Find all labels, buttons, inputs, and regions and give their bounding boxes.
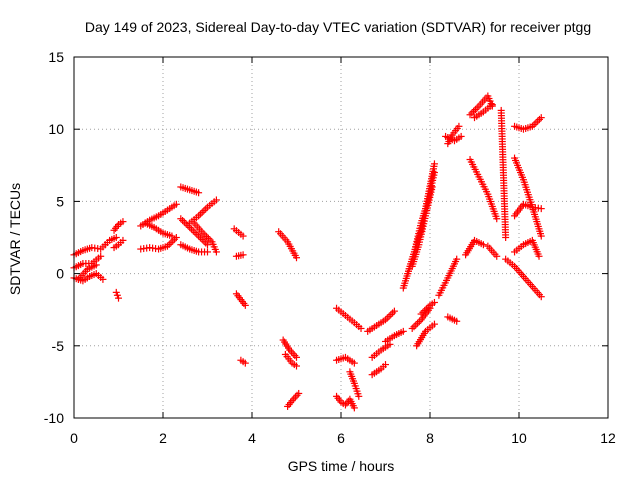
data-point	[212, 196, 220, 204]
data-point	[196, 210, 204, 218]
data-point	[382, 361, 389, 369]
data-point	[200, 207, 208, 215]
data-point	[355, 392, 363, 400]
data-point	[99, 275, 107, 283]
data-point	[457, 132, 465, 140]
data-point	[455, 122, 463, 130]
data-point	[172, 200, 180, 208]
data-point	[115, 294, 122, 302]
data-point	[493, 215, 501, 223]
data-point	[293, 362, 300, 370]
data-point	[241, 301, 249, 309]
x-tick-label: 6	[337, 430, 345, 446]
data-point	[112, 234, 120, 241]
data-point	[535, 115, 543, 123]
data-point	[502, 234, 510, 241]
axis-ticks: 0 2 4 6 8 10 12 -10 -5 0 5 10 15	[44, 49, 616, 446]
data-point	[187, 225, 195, 233]
chart-title: Day 149 of 2023, Sidereal Day-to-day VTE…	[85, 19, 591, 35]
data-point	[169, 237, 177, 245]
data-point	[195, 189, 203, 197]
data-point	[424, 303, 432, 311]
data-point	[239, 232, 247, 240]
data-point	[430, 298, 438, 306]
data-point	[293, 353, 300, 361]
data-point	[383, 314, 391, 322]
data-point	[180, 218, 188, 226]
x-axis-label: GPS time / hours	[288, 458, 395, 474]
y-tick-label: 15	[48, 49, 64, 65]
data-point	[202, 205, 210, 213]
data-point	[167, 239, 175, 247]
data-point	[537, 293, 545, 301]
x-tick-label: 12	[600, 430, 616, 446]
data-point	[408, 324, 416, 332]
y-tick-label: 5	[56, 193, 64, 209]
data-point	[473, 104, 481, 112]
y-tick-label: 0	[56, 266, 64, 282]
y-axis-label: SDTVAR / TECUs	[7, 183, 23, 295]
y-tick-label: -5	[52, 338, 65, 354]
data-point	[350, 359, 358, 367]
data-point	[430, 320, 438, 328]
data-point	[172, 234, 180, 241]
data-point	[179, 216, 187, 224]
data-point	[239, 251, 247, 259]
x-tick-label: 8	[426, 430, 434, 446]
data-point	[241, 359, 249, 367]
data-point	[470, 107, 478, 115]
x-tick-label: 10	[511, 430, 527, 446]
data-point	[350, 404, 358, 412]
data-point	[537, 232, 545, 240]
x-tick-label: 0	[70, 430, 78, 446]
data-point	[92, 261, 100, 269]
data-point	[295, 389, 303, 397]
data-point	[537, 205, 545, 213]
data-point	[479, 241, 487, 249]
data-point	[471, 106, 479, 114]
data-point	[177, 215, 185, 223]
data-point	[97, 252, 105, 260]
x-tick-label: 2	[159, 430, 167, 446]
data-point	[532, 119, 540, 127]
data-point	[389, 309, 397, 317]
data-point	[430, 169, 438, 177]
grid-lines	[74, 57, 608, 418]
data-point	[168, 232, 176, 240]
data-point	[399, 327, 407, 335]
data-point	[453, 255, 461, 263]
data-point	[535, 252, 543, 260]
data-point	[428, 183, 436, 191]
data-point	[412, 321, 420, 329]
data-point	[537, 114, 545, 122]
data-point	[410, 323, 418, 331]
data-point	[212, 248, 220, 256]
data-point	[390, 307, 398, 315]
data-points	[70, 92, 545, 412]
x-tick-label: 4	[248, 430, 256, 446]
data-point	[291, 393, 299, 401]
data-point	[119, 218, 127, 226]
y-tick-label: 10	[48, 121, 64, 137]
data-point	[198, 208, 206, 216]
data-point	[534, 117, 542, 125]
data-point	[357, 324, 365, 332]
data-point	[488, 101, 496, 109]
data-point	[453, 317, 461, 325]
data-point	[289, 350, 297, 358]
data-point	[387, 311, 395, 319]
data-point	[414, 319, 422, 327]
data-point	[291, 352, 299, 360]
data-point	[385, 312, 393, 320]
y-tick-label: -10	[44, 410, 64, 426]
data-point	[290, 395, 298, 403]
data-point	[293, 254, 300, 262]
data-point	[204, 248, 211, 256]
data-point	[493, 252, 501, 260]
data-point	[119, 236, 127, 244]
data-point	[293, 391, 301, 399]
data-point	[430, 160, 438, 168]
data-point	[415, 318, 423, 326]
